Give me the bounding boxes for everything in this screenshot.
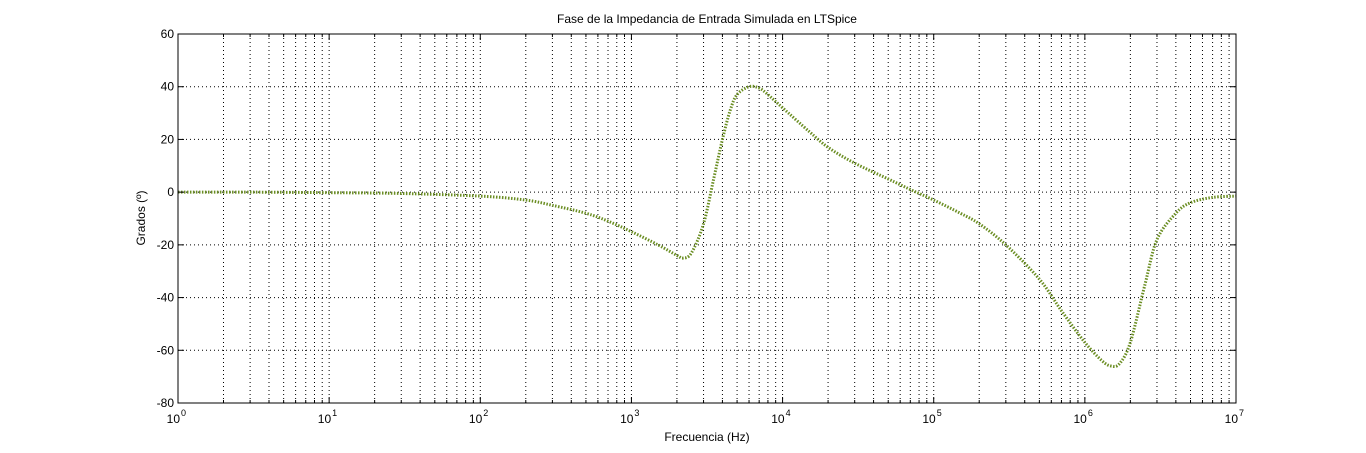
x-tick-label-exponent: 6: [1088, 408, 1093, 418]
series-data-point: [657, 244, 658, 245]
series-data-point: [782, 107, 783, 108]
y-tick-labels: 60 40 20 0 -20 -40 -60 -80: [157, 27, 175, 410]
series-data-point: [1175, 213, 1176, 214]
series-data-point: [854, 163, 855, 164]
series-data-point: [1119, 363, 1120, 364]
series-data-point: [910, 189, 911, 190]
series-data-point: [1190, 202, 1191, 203]
y-tick-label: 0: [167, 185, 174, 199]
series-data-point: [607, 221, 608, 222]
series-data-point: [585, 213, 586, 214]
series-data-point: [960, 213, 961, 214]
x-axis-label: Frecuencia (Hz): [664, 430, 749, 444]
series-data-point: [1101, 360, 1102, 361]
series-data-point: [933, 199, 934, 200]
y-tick-label: 20: [161, 132, 175, 146]
x-tick-label-base: 10: [318, 412, 332, 426]
series-data-point: [722, 139, 723, 140]
x-tick-label: 10 4: [771, 408, 790, 426]
series-data-point: [1061, 310, 1062, 311]
series-data-point: [552, 205, 553, 206]
y-tick-label: 40: [161, 80, 175, 94]
series-data-point: [827, 147, 828, 148]
series-data-point: [703, 223, 704, 224]
x-tick-label-base: 10: [620, 412, 634, 426]
x-tick-label: 10 6: [1073, 408, 1092, 426]
x-tick-label: 10 7: [1225, 408, 1244, 426]
x-tick-label-base: 10: [1225, 412, 1239, 426]
y-tick-label: -40: [157, 291, 175, 305]
series-data-point: [713, 178, 714, 179]
chart-title: Fase de la Impedancia de Entrada Simulad…: [557, 12, 857, 26]
series-layer: [177, 84, 1237, 368]
y-tick-label: 60: [161, 27, 175, 41]
series-data-point: [631, 231, 632, 232]
x-tick-label-exponent: 7: [1239, 408, 1244, 418]
x-tick-label-base: 10: [167, 412, 181, 426]
series-data-point: [1156, 239, 1157, 240]
x-tick-label-exponent: 3: [634, 408, 639, 418]
series-data-point: [767, 94, 768, 95]
x-tick-label-exponent: 5: [937, 408, 942, 418]
plot-area-frame: [177, 33, 1237, 404]
x-tick-label-exponent: 2: [483, 408, 488, 418]
x-tick-label-exponent: 4: [786, 408, 791, 418]
x-tick-label-base: 10: [922, 412, 936, 426]
grid: [178, 34, 1236, 403]
x-tick-label-exponent: 0: [181, 408, 186, 418]
y-tick-label: -60: [157, 343, 175, 357]
y-tick-label: -20: [157, 238, 175, 252]
x-tick-labels: 10 0 10 1 10 2 10 3 10 4 10 5 10 6 10 7: [167, 408, 1244, 426]
y-tick-label: -80: [157, 396, 175, 410]
tick-marks: [178, 33, 1236, 404]
x-tick-label: 10 1: [318, 408, 337, 426]
x-tick-label-base: 10: [771, 412, 785, 426]
series-data-point: [1212, 197, 1213, 198]
series-data-point: [888, 178, 889, 179]
x-tick-label-base: 10: [469, 412, 483, 426]
series-data-point: [736, 94, 737, 95]
series-data-point: [1144, 284, 1145, 285]
series-data-point: [1130, 342, 1131, 343]
series-data-point: [979, 223, 980, 224]
series-data-point: [329, 192, 330, 193]
x-tick-label: 10 0: [167, 408, 186, 426]
series-data-point: [748, 86, 749, 87]
x-tick-label-base: 10: [1073, 412, 1087, 426]
series-data-point: [1111, 366, 1112, 367]
series-data-point: [1084, 342, 1085, 343]
series-data-point: [676, 255, 677, 256]
series-data-point: [730, 110, 731, 111]
series-data-point: [480, 196, 481, 197]
phase-series-line: [177, 84, 1237, 368]
x-tick-label: 10 2: [469, 408, 488, 426]
y-axis-label: Grados (º): [134, 190, 148, 245]
series-data-point: [809, 131, 810, 132]
series-data-point: [691, 252, 692, 253]
series-data-point: [525, 199, 526, 200]
series-data-point: [1005, 244, 1006, 245]
series-data-point: [401, 193, 402, 194]
x-tick-label-exponent: 1: [332, 408, 337, 418]
series-data-point: [759, 87, 760, 88]
series-data-point: [1039, 279, 1040, 280]
x-tick-label: 10 5: [922, 408, 941, 426]
series-data-point: [250, 192, 251, 193]
series-data-point: [683, 257, 684, 258]
x-tick-label: 10 3: [620, 408, 639, 426]
